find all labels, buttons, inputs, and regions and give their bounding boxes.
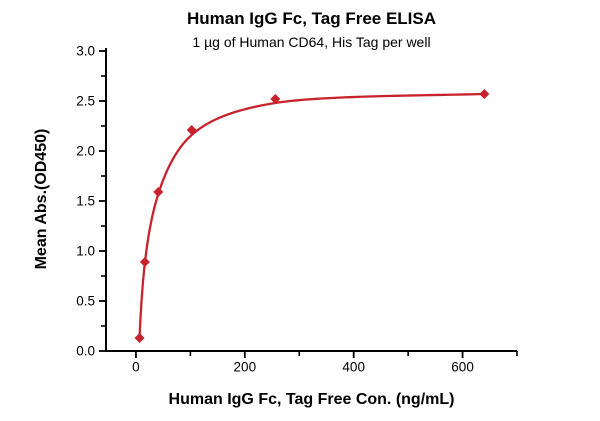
data-point-marker xyxy=(270,94,281,104)
x-axis-label: Human IgG Fc, Tag Free Con. (ng/mL) xyxy=(168,391,455,408)
y-tick-label: 1.0 xyxy=(76,244,95,259)
y-tick-label: 3.0 xyxy=(76,44,95,59)
chart-title: Human IgG Fc, Tag Free ELISA xyxy=(186,9,437,28)
y-axis-label: Mean Abs.(OD450) xyxy=(33,128,50,270)
axes: 0 200 400 600 0.0 0.5 1.0 1.5 2.0 2.5 3.0 xyxy=(76,44,518,375)
data-points xyxy=(134,89,490,343)
data-point-marker xyxy=(186,125,197,135)
y-tick-label: 2.5 xyxy=(76,94,95,109)
x-tick-label: 600 xyxy=(451,360,474,375)
data-point-marker xyxy=(153,187,164,197)
data-point-marker xyxy=(479,89,490,99)
fit-curve xyxy=(138,92,486,340)
x-tick-label: 200 xyxy=(234,360,257,375)
y-tick-label: 0.0 xyxy=(76,344,95,359)
data-point-marker xyxy=(139,257,150,267)
x-tick-label: 400 xyxy=(342,360,365,375)
x-tick-label: 0 xyxy=(132,360,140,375)
y-tick-label: 2.0 xyxy=(76,144,95,159)
y-tick-label: 1.5 xyxy=(76,194,95,209)
y-tick-label: 0.5 xyxy=(76,294,95,309)
data-point-marker xyxy=(134,333,145,343)
chart-subtitle: 1 µg of Human CD64, His Tag per well xyxy=(192,34,431,50)
